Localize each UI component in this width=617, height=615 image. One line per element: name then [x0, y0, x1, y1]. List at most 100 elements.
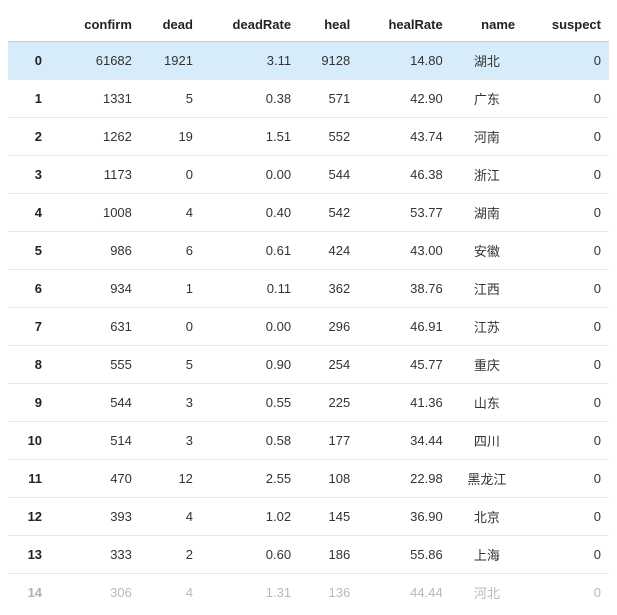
cell-dead: 2: [140, 536, 201, 574]
header-confirm: confirm: [56, 8, 140, 42]
cell-name: 江西: [451, 270, 523, 308]
cell-healrate: 14.80: [358, 42, 450, 80]
table-row: 21262191.5155243.74河南0: [8, 118, 609, 156]
cell-dead: 0: [140, 308, 201, 346]
cell-name: 湖南: [451, 194, 523, 232]
cell-index: 9: [8, 384, 56, 422]
cell-dead: 5: [140, 80, 201, 118]
cell-name: 四川: [451, 422, 523, 460]
cell-index: 6: [8, 270, 56, 308]
cell-heal: 552: [299, 118, 358, 156]
cell-heal: 296: [299, 308, 358, 346]
cell-deadrate: 0.40: [201, 194, 299, 232]
cell-deadrate: 0.38: [201, 80, 299, 118]
cell-suspect: 0: [523, 460, 609, 498]
cell-deadrate: 0.60: [201, 536, 299, 574]
cell-name: 江苏: [451, 308, 523, 346]
header-dead: dead: [140, 8, 201, 42]
cell-suspect: 0: [523, 422, 609, 460]
cell-suspect: 0: [523, 232, 609, 270]
cell-healrate: 34.44: [358, 422, 450, 460]
cell-index: 0: [8, 42, 56, 80]
cell-dead: 3: [140, 384, 201, 422]
cell-name: 湖北: [451, 42, 523, 80]
cell-confirm: 1008: [56, 194, 140, 232]
table-row: 1239341.0214536.90北京0: [8, 498, 609, 536]
cell-index: 4: [8, 194, 56, 232]
cell-heal: 254: [299, 346, 358, 384]
cell-name: 上海: [451, 536, 523, 574]
cell-deadrate: 3.11: [201, 42, 299, 80]
cell-confirm: 514: [56, 422, 140, 460]
cell-index: 7: [8, 308, 56, 346]
cell-healrate: 38.76: [358, 270, 450, 308]
cell-index: 11: [8, 460, 56, 498]
table-row: 1430641.3113644.44河北0: [8, 574, 609, 608]
cell-confirm: 631: [56, 308, 140, 346]
header-suspect: suspect: [523, 8, 609, 42]
cell-suspect: 0: [523, 80, 609, 118]
table-row: 1133150.3857142.90广东0: [8, 80, 609, 118]
table-viewport: confirm dead deadRate heal healRate name…: [8, 8, 609, 607]
table-row: 3117300.0054446.38浙江0: [8, 156, 609, 194]
cell-suspect: 0: [523, 42, 609, 80]
cell-name: 黑龙江: [451, 460, 523, 498]
cell-healrate: 46.91: [358, 308, 450, 346]
cell-dead: 4: [140, 574, 201, 608]
cell-confirm: 934: [56, 270, 140, 308]
cell-healrate: 53.77: [358, 194, 450, 232]
cell-deadrate: 2.55: [201, 460, 299, 498]
cell-deadrate: 1.31: [201, 574, 299, 608]
cell-name: 河南: [451, 118, 523, 156]
cell-index: 13: [8, 536, 56, 574]
cell-heal: 544: [299, 156, 358, 194]
cell-healrate: 55.86: [358, 536, 450, 574]
cell-index: 12: [8, 498, 56, 536]
cell-suspect: 0: [523, 574, 609, 608]
header-heal: heal: [299, 8, 358, 42]
cell-healrate: 36.90: [358, 498, 450, 536]
cell-index: 8: [8, 346, 56, 384]
cell-dead: 1: [140, 270, 201, 308]
header-healrate: healRate: [358, 8, 450, 42]
cell-confirm: 470: [56, 460, 140, 498]
cell-heal: 542: [299, 194, 358, 232]
cell-dead: 19: [140, 118, 201, 156]
table-row: 1051430.5817734.44四川0: [8, 422, 609, 460]
table-row: 763100.0029646.91江苏0: [8, 308, 609, 346]
cell-suspect: 0: [523, 156, 609, 194]
cell-dead: 4: [140, 498, 201, 536]
cell-index: 2: [8, 118, 56, 156]
table-row: 1333320.6018655.86上海0: [8, 536, 609, 574]
cell-suspect: 0: [523, 270, 609, 308]
cell-dead: 6: [140, 232, 201, 270]
cell-suspect: 0: [523, 498, 609, 536]
cell-deadrate: 0.55: [201, 384, 299, 422]
table-row: 855550.9025445.77重庆0: [8, 346, 609, 384]
cell-index: 1: [8, 80, 56, 118]
header-index: [8, 8, 56, 42]
cell-suspect: 0: [523, 118, 609, 156]
cell-healrate: 43.00: [358, 232, 450, 270]
cell-deadrate: 0.00: [201, 156, 299, 194]
cell-confirm: 1262: [56, 118, 140, 156]
cell-heal: 225: [299, 384, 358, 422]
cell-deadrate: 0.61: [201, 232, 299, 270]
table-row: 4100840.4054253.77湖南0: [8, 194, 609, 232]
cell-heal: 136: [299, 574, 358, 608]
cell-index: 5: [8, 232, 56, 270]
cell-healrate: 45.77: [358, 346, 450, 384]
cell-deadrate: 1.02: [201, 498, 299, 536]
cell-suspect: 0: [523, 194, 609, 232]
table-row: 598660.6142443.00安徽0: [8, 232, 609, 270]
cell-index: 14: [8, 574, 56, 608]
cell-dead: 3: [140, 422, 201, 460]
cell-healrate: 43.74: [358, 118, 450, 156]
cell-confirm: 333: [56, 536, 140, 574]
cell-name: 广东: [451, 80, 523, 118]
cell-healrate: 22.98: [358, 460, 450, 498]
cell-dead: 1921: [140, 42, 201, 80]
cell-name: 河北: [451, 574, 523, 608]
cell-heal: 108: [299, 460, 358, 498]
cell-suspect: 0: [523, 536, 609, 574]
